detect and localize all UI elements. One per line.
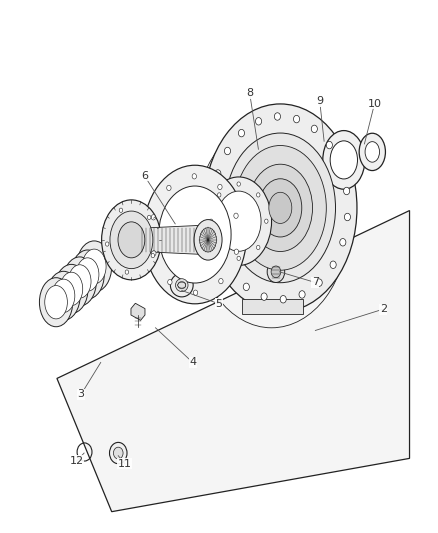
Text: 7: 7 (312, 278, 319, 287)
Circle shape (257, 193, 260, 197)
Circle shape (243, 283, 249, 290)
Circle shape (299, 290, 305, 298)
Circle shape (219, 278, 223, 284)
Circle shape (152, 251, 156, 256)
Polygon shape (142, 225, 198, 254)
Circle shape (113, 447, 123, 459)
Ellipse shape (359, 133, 385, 171)
Ellipse shape (52, 279, 75, 312)
Ellipse shape (118, 222, 145, 258)
Ellipse shape (176, 279, 188, 292)
Circle shape (168, 279, 172, 285)
Circle shape (337, 163, 343, 170)
Circle shape (192, 174, 197, 179)
Circle shape (209, 219, 213, 223)
Ellipse shape (323, 131, 365, 189)
Circle shape (255, 118, 261, 125)
Circle shape (217, 246, 223, 253)
Ellipse shape (200, 228, 216, 252)
Circle shape (311, 125, 318, 133)
Ellipse shape (63, 257, 96, 306)
Ellipse shape (76, 258, 99, 291)
Circle shape (119, 208, 123, 212)
Polygon shape (139, 221, 149, 248)
Circle shape (167, 185, 171, 191)
Ellipse shape (143, 165, 247, 304)
Circle shape (125, 270, 129, 274)
Circle shape (151, 253, 155, 257)
Polygon shape (57, 211, 410, 512)
Ellipse shape (39, 278, 73, 327)
Circle shape (148, 215, 151, 220)
Text: 3: 3 (78, 390, 85, 399)
Text: 10: 10 (367, 99, 381, 109)
Text: 11: 11 (118, 459, 132, 469)
Ellipse shape (82, 249, 106, 284)
Polygon shape (242, 300, 303, 314)
Ellipse shape (269, 192, 292, 223)
Ellipse shape (68, 265, 91, 298)
Ellipse shape (225, 133, 336, 282)
Text: 12: 12 (70, 456, 84, 466)
Text: 4: 4 (189, 358, 196, 367)
Ellipse shape (206, 177, 272, 265)
Polygon shape (131, 303, 145, 320)
Text: 9: 9 (316, 96, 323, 106)
Ellipse shape (194, 220, 222, 260)
Circle shape (218, 184, 222, 190)
Ellipse shape (71, 250, 104, 299)
Circle shape (326, 141, 332, 149)
Circle shape (234, 249, 239, 254)
Ellipse shape (170, 273, 193, 297)
Circle shape (210, 195, 216, 203)
Circle shape (293, 115, 300, 123)
Ellipse shape (216, 191, 261, 251)
Circle shape (343, 187, 350, 195)
Circle shape (340, 239, 346, 246)
Ellipse shape (102, 200, 161, 280)
Circle shape (217, 245, 221, 249)
Circle shape (110, 442, 127, 464)
Circle shape (280, 295, 286, 303)
Circle shape (238, 130, 244, 137)
Text: 8: 8 (246, 88, 253, 98)
Ellipse shape (60, 272, 83, 305)
Circle shape (193, 290, 198, 295)
Ellipse shape (330, 141, 357, 179)
Text: 6: 6 (141, 171, 148, 181)
Circle shape (265, 219, 268, 223)
Circle shape (228, 267, 234, 274)
Ellipse shape (55, 264, 88, 313)
Circle shape (151, 215, 155, 220)
Text: 5: 5 (215, 299, 223, 309)
Circle shape (237, 182, 240, 186)
Circle shape (271, 266, 281, 278)
Circle shape (330, 261, 336, 269)
Ellipse shape (159, 186, 231, 283)
Text: 2: 2 (380, 304, 387, 314)
Circle shape (274, 113, 280, 120)
Ellipse shape (45, 286, 67, 319)
Circle shape (257, 245, 260, 249)
Circle shape (224, 147, 230, 155)
Circle shape (237, 256, 240, 261)
Ellipse shape (110, 211, 153, 269)
Circle shape (106, 242, 109, 246)
Ellipse shape (204, 104, 357, 312)
Circle shape (234, 213, 238, 219)
Ellipse shape (248, 164, 312, 252)
Ellipse shape (47, 271, 80, 320)
Ellipse shape (365, 142, 379, 162)
Circle shape (217, 193, 221, 197)
Ellipse shape (77, 241, 112, 292)
Polygon shape (194, 192, 208, 223)
Circle shape (267, 261, 285, 282)
Circle shape (261, 293, 267, 301)
Circle shape (215, 169, 221, 177)
Circle shape (316, 279, 322, 286)
Circle shape (211, 221, 217, 229)
Ellipse shape (234, 146, 326, 270)
Ellipse shape (259, 179, 302, 237)
Circle shape (344, 213, 350, 221)
